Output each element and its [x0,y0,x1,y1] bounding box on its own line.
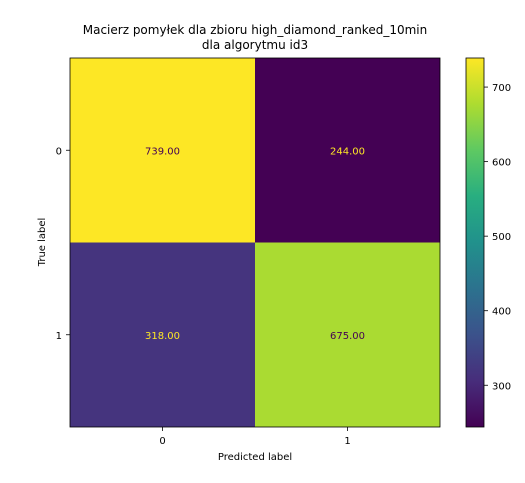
matrix-cells [70,58,440,427]
y-tick-label-1: 1 [56,331,62,342]
x-tick-label-1: 1 [344,436,350,447]
x-tick-label-0: 0 [159,436,165,447]
colorbar-tick-label-2: 500 [492,232,511,243]
colorbar-tick-label-3: 600 [492,158,511,169]
colorbar-tick-label-1: 400 [492,307,511,318]
y-tick-label-0: 0 [56,146,62,157]
y-axis-label: True label [37,218,48,268]
plot-frame [69,57,441,428]
colorbar-gradient [466,58,484,427]
matrix-cell-labels: 739.00 244.00 318.00 675.00 [145,146,365,342]
matrix-cell-label-r0-c1: 244.00 [330,146,365,157]
colorbar-tick-label-4: 700 [492,83,511,94]
matrix-cell-label-r1-c0: 318.00 [145,331,180,342]
colorbar-tick-label-0: 300 [492,381,511,392]
matrix-cell-r0-c1 [255,58,440,243]
colorbar-ticks: 300 400 500 600 700 [484,83,511,392]
matrix-cell-label-r0-c0: 739.00 [145,146,180,157]
x-axis-label: Predicted label [218,452,292,463]
matrix-cell-r0-c0 [70,58,255,243]
colorbar-frame [465,57,485,428]
chart-title-line-1: Macierz pomyłek dla zbioru high_diamond_… [83,23,427,37]
y-axis-ticks: 01 [56,146,70,342]
matrix-cell-r1-c0 [70,242,255,427]
matrix-cell-label-r1-c1: 675.00 [330,331,365,342]
matrix-cell-r1-c1 [255,242,440,427]
chart-title-line-2: dla algorytmu id3 [202,38,308,52]
